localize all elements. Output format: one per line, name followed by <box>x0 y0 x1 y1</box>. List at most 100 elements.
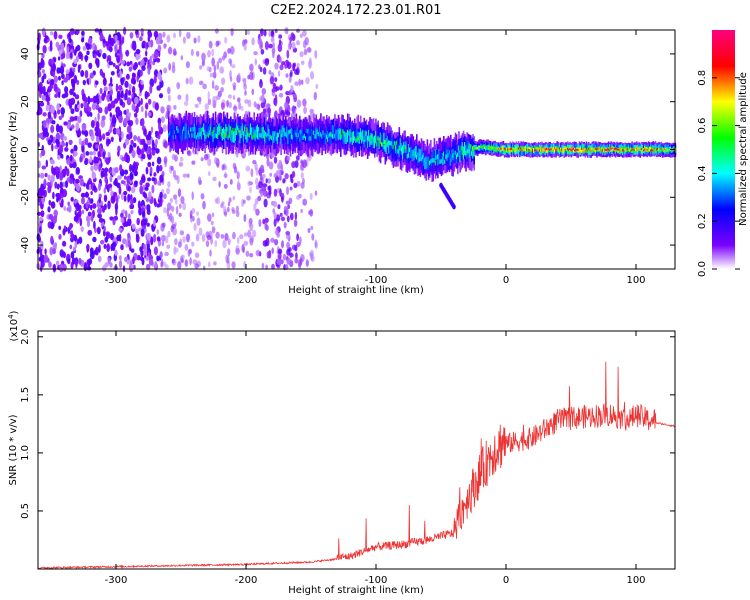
heatmap-cell <box>555 149 557 151</box>
heatmap-cell <box>291 161 296 169</box>
heatmap-cell <box>164 264 169 269</box>
heatmap-cell <box>182 173 187 178</box>
heatmap-cell <box>156 255 160 262</box>
heatmap-cell <box>288 77 292 84</box>
heatmap-cell <box>145 102 149 110</box>
heatmap-cell <box>327 130 329 143</box>
heatmap-cell <box>620 148 623 153</box>
heatmap-cell <box>564 146 567 151</box>
heatmap-cell <box>62 240 67 247</box>
heatmap-cell <box>229 46 235 55</box>
heatmap-cell <box>310 255 315 262</box>
heatmap-cell <box>450 154 452 159</box>
heatmap-cell <box>441 153 444 165</box>
heatmap-cell <box>134 180 138 186</box>
heatmap-cell <box>59 263 64 273</box>
heatmap-cell <box>595 148 597 150</box>
heatmap-cell <box>81 122 87 132</box>
heatmap-cell <box>289 253 294 258</box>
heatmap-cell <box>277 70 281 77</box>
heatmap-cell <box>172 227 178 236</box>
heatmap-cell <box>516 147 519 150</box>
heatmap-cell <box>146 243 150 252</box>
heatmap-cell <box>47 96 51 102</box>
heatmap-cell <box>262 218 266 225</box>
heatmap-cell <box>272 132 274 138</box>
heatmap-cell <box>103 226 107 232</box>
heatmap-cell <box>245 165 251 172</box>
heatmap-cell <box>403 141 405 154</box>
heatmap-cell <box>101 205 106 213</box>
heatmap-cell <box>536 147 539 150</box>
heatmap-cell <box>112 244 116 251</box>
heatmap-cell <box>234 127 237 133</box>
heatmap-cell <box>403 147 405 152</box>
heatmap-cell <box>314 190 318 196</box>
heatmap-cell <box>287 129 289 135</box>
y-tick-label: -20 <box>20 189 31 205</box>
heatmap-cell <box>273 188 278 197</box>
heatmap-cell <box>116 55 121 63</box>
heatmap-cell <box>501 147 504 150</box>
heatmap-cell <box>58 144 64 154</box>
heatmap-cell <box>57 91 61 99</box>
heatmap-cell <box>625 149 628 152</box>
heatmap-cell <box>295 132 298 137</box>
heatmap-cell <box>172 135 175 140</box>
heatmap-cell <box>361 131 363 136</box>
heatmap-cell <box>384 140 387 145</box>
heatmap-cell <box>329 131 332 137</box>
heatmap-cell <box>372 138 375 143</box>
heatmap-cell <box>310 225 314 231</box>
heatmap-cell <box>300 172 304 179</box>
heatmap-cell <box>117 150 120 157</box>
heatmap-cell <box>260 48 265 55</box>
heatmap-cell <box>114 167 119 174</box>
heatmap-cell <box>212 118 215 141</box>
colorbar-tick-label: 0.0 <box>697 261 708 277</box>
heatmap-cell <box>72 246 76 252</box>
heatmap-cell <box>320 132 322 137</box>
heatmap-cell <box>286 257 292 265</box>
heatmap-cell <box>668 149 671 152</box>
heatmap-cell <box>280 129 282 134</box>
heatmap-cell <box>40 59 45 69</box>
heatmap-cell <box>176 124 178 137</box>
heatmap-cell <box>231 261 236 269</box>
heatmap-cell <box>135 234 140 243</box>
heatmap-cell <box>302 129 305 141</box>
heatmap-cell <box>266 132 268 144</box>
heatmap-cell <box>499 147 501 153</box>
heatmap-cell <box>347 137 349 142</box>
heatmap-cell <box>132 256 135 265</box>
heatmap-cell <box>137 53 141 59</box>
heatmap-cell <box>497 148 500 150</box>
heatmap-cell <box>419 155 422 160</box>
heatmap-cell <box>277 204 281 210</box>
heatmap-cell <box>453 155 456 160</box>
heatmap-cell <box>620 148 623 151</box>
heatmap-cell <box>424 157 426 170</box>
heatmap-cell <box>98 197 101 204</box>
heatmap-cell <box>62 189 68 198</box>
heatmap-cell <box>257 195 262 202</box>
heatmap-cell <box>568 149 570 151</box>
heatmap-cell <box>173 104 177 110</box>
heatmap-cell <box>173 130 176 135</box>
heatmap-cell <box>186 173 190 178</box>
heatmap-cell <box>259 66 263 73</box>
heatmap-cell <box>117 175 122 180</box>
heatmap-cell <box>158 93 164 99</box>
heatmap-cell <box>405 146 408 151</box>
heatmap-cell <box>301 128 303 140</box>
heatmap-cell <box>178 29 182 38</box>
heatmap-cell <box>149 84 153 94</box>
heatmap-cell <box>288 42 291 51</box>
heatmap-cell <box>201 59 206 66</box>
heatmap-cell <box>193 123 196 136</box>
heatmap-cell <box>268 161 274 170</box>
heatmap-cell <box>252 159 257 165</box>
heatmap-cell <box>130 186 136 194</box>
heatmap-cell <box>160 116 165 123</box>
heatmap-cell <box>139 179 143 186</box>
